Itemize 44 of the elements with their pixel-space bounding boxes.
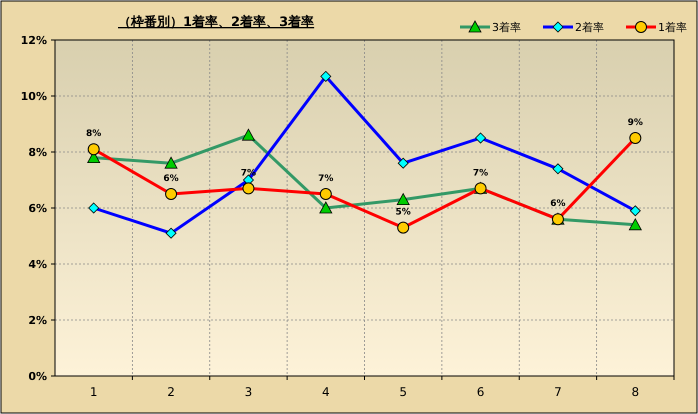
- data-label: 7%: [318, 174, 334, 184]
- point: [552, 163, 564, 174]
- x-tick-label: 1: [90, 385, 98, 399]
- x-tick-label: 7: [554, 385, 562, 399]
- data-label: 6%: [550, 199, 566, 210]
- point: [319, 202, 332, 214]
- y-tick-label: 4%: [28, 258, 47, 271]
- data-label: 7%: [472, 168, 488, 178]
- point: [629, 132, 642, 144]
- point: [242, 128, 255, 141]
- point: [398, 158, 409, 169]
- x-tick-label: 6: [476, 385, 484, 399]
- legend-label: 2着率: [575, 21, 604, 34]
- y-tick-label: 0%: [28, 370, 47, 383]
- point: [320, 71, 332, 82]
- point: [242, 182, 254, 194]
- legend-label: 3着率: [492, 21, 521, 34]
- x-tick-label: 3: [244, 385, 252, 399]
- data-label: 8%: [86, 129, 102, 140]
- data-label: 9%: [628, 118, 643, 128]
- point: [630, 205, 641, 216]
- point: [164, 156, 178, 169]
- x-tick-label: 4: [322, 385, 330, 399]
- point: [165, 188, 178, 200]
- data-label: 6%: [163, 174, 179, 184]
- data-label: 5%: [396, 208, 411, 218]
- y-tick-label: 10%: [20, 90, 47, 103]
- point: [396, 193, 410, 205]
- point: [88, 143, 100, 156]
- y-tick-label: 2%: [28, 314, 47, 327]
- y-tick-label: 12%: [20, 34, 47, 47]
- legend-label: 1着率: [658, 21, 687, 34]
- point: [628, 218, 642, 230]
- x-tick-label: 8: [631, 385, 640, 399]
- point: [475, 132, 486, 144]
- point: [397, 222, 410, 234]
- chart-title: （枠番別）1着率、2着率、3着率: [118, 14, 314, 30]
- point: [166, 228, 176, 239]
- x-tick-label: 2: [167, 385, 175, 399]
- y-tick-label: 6%: [28, 202, 47, 215]
- x-tick-label: 5: [399, 385, 408, 399]
- y-tick-label: 8%: [28, 146, 47, 159]
- point: [320, 188, 332, 200]
- point: [88, 202, 100, 214]
